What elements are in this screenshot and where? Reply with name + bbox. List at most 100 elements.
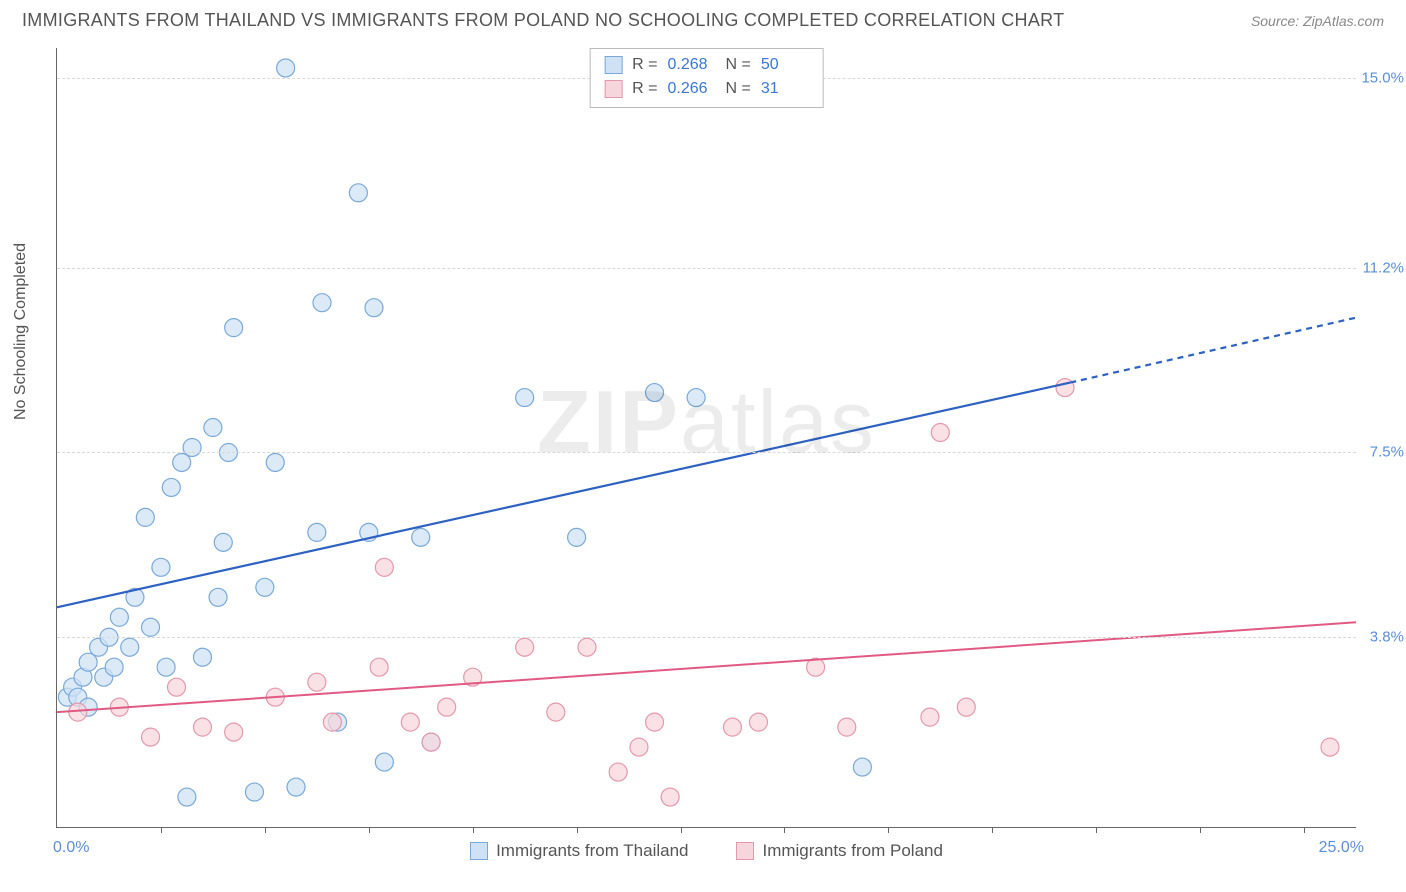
legend-row-thailand: R = 0.268 N = 50 xyxy=(604,53,809,77)
correlation-legend: R = 0.268 N = 50 R = 0.266 N = 31 xyxy=(589,48,824,108)
y-tick-label: 3.8% xyxy=(1370,629,1404,646)
chart-svg-layer xyxy=(57,48,1356,827)
data-point xyxy=(142,618,160,636)
n-value-thailand: 50 xyxy=(761,53,809,77)
n-label: N = xyxy=(726,53,751,77)
trend-line xyxy=(57,622,1356,712)
data-point xyxy=(516,638,534,656)
data-point xyxy=(921,708,939,726)
y-axis-label: No Schooling Completed xyxy=(12,243,30,420)
chart-header: IMMIGRANTS FROM THAILAND VS IMMIGRANTS F… xyxy=(0,0,1406,37)
data-point xyxy=(245,783,263,801)
data-point xyxy=(277,59,295,77)
trend-line xyxy=(57,383,1070,608)
r-label: R = xyxy=(632,53,657,77)
legend-label-thailand: Immigrants from Thailand xyxy=(496,841,688,861)
data-point xyxy=(193,718,211,736)
data-point xyxy=(957,698,975,716)
data-point xyxy=(136,508,154,526)
legend-label-poland: Immigrants from Poland xyxy=(762,841,942,861)
y-tick-label: 15.0% xyxy=(1361,69,1404,86)
data-point xyxy=(365,299,383,317)
data-point xyxy=(375,753,393,771)
gridline xyxy=(57,268,1356,269)
trend-line xyxy=(1070,318,1356,383)
data-point xyxy=(853,758,871,776)
data-point xyxy=(266,453,284,471)
gridline xyxy=(57,452,1356,453)
scatter-plot: ZIPatlas R = 0.268 N = 50 R = 0.266 N = … xyxy=(56,48,1356,828)
data-point xyxy=(105,658,123,676)
x-tick xyxy=(577,827,578,833)
data-point xyxy=(193,648,211,666)
data-point xyxy=(152,558,170,576)
data-point xyxy=(838,718,856,736)
data-point xyxy=(142,728,160,746)
data-point xyxy=(630,738,648,756)
swatch-thailand xyxy=(470,842,488,860)
r-value-thailand: 0.268 xyxy=(668,53,716,77)
data-point xyxy=(209,588,227,606)
data-point xyxy=(609,763,627,781)
data-point xyxy=(162,478,180,496)
data-point xyxy=(568,528,586,546)
data-point xyxy=(287,778,305,796)
data-point xyxy=(422,733,440,751)
data-point xyxy=(375,558,393,576)
data-point xyxy=(412,528,430,546)
data-point xyxy=(168,678,186,696)
chart-source: Source: ZipAtlas.com xyxy=(1251,13,1384,29)
data-point xyxy=(110,608,128,626)
x-tick xyxy=(369,827,370,833)
data-point xyxy=(178,788,196,806)
data-point xyxy=(204,419,222,437)
legend-item-thailand: Immigrants from Thailand xyxy=(470,841,688,861)
r-label: R = xyxy=(632,77,657,101)
data-point xyxy=(516,389,534,407)
x-tick xyxy=(888,827,889,833)
data-point xyxy=(578,638,596,656)
data-point xyxy=(547,703,565,721)
data-point xyxy=(401,713,419,731)
swatch-poland xyxy=(736,842,754,860)
data-point xyxy=(438,698,456,716)
data-point xyxy=(183,438,201,456)
n-label: N = xyxy=(726,77,751,101)
data-point xyxy=(225,723,243,741)
n-value-poland: 31 xyxy=(761,77,809,101)
data-point xyxy=(323,713,341,731)
x-tick xyxy=(1096,827,1097,833)
data-point xyxy=(370,658,388,676)
data-point xyxy=(646,713,664,731)
data-point xyxy=(931,424,949,442)
r-value-poland: 0.266 xyxy=(668,77,716,101)
y-tick-label: 11.2% xyxy=(1363,259,1404,276)
data-point xyxy=(225,319,243,337)
swatch-poland xyxy=(604,80,622,98)
x-tick xyxy=(1200,827,1201,833)
data-point xyxy=(121,638,139,656)
data-point xyxy=(214,533,232,551)
data-point xyxy=(256,578,274,596)
x-tick xyxy=(265,827,266,833)
x-tick xyxy=(1304,827,1305,833)
legend-row-poland: R = 0.266 N = 31 xyxy=(604,77,809,101)
x-tick xyxy=(161,827,162,833)
chart-title: IMMIGRANTS FROM THAILAND VS IMMIGRANTS F… xyxy=(22,10,1064,31)
data-point xyxy=(308,523,326,541)
data-point xyxy=(349,184,367,202)
x-tick xyxy=(681,827,682,833)
data-point xyxy=(661,788,679,806)
data-point xyxy=(687,389,705,407)
swatch-thailand xyxy=(604,56,622,74)
series-legend: Immigrants from Thailand Immigrants from… xyxy=(57,841,1356,861)
data-point xyxy=(157,658,175,676)
x-tick xyxy=(992,827,993,833)
data-point xyxy=(749,713,767,731)
data-point xyxy=(723,718,741,736)
x-tick xyxy=(784,827,785,833)
x-tick xyxy=(473,827,474,833)
data-point xyxy=(308,673,326,691)
gridline xyxy=(57,637,1356,638)
data-point xyxy=(313,294,331,312)
